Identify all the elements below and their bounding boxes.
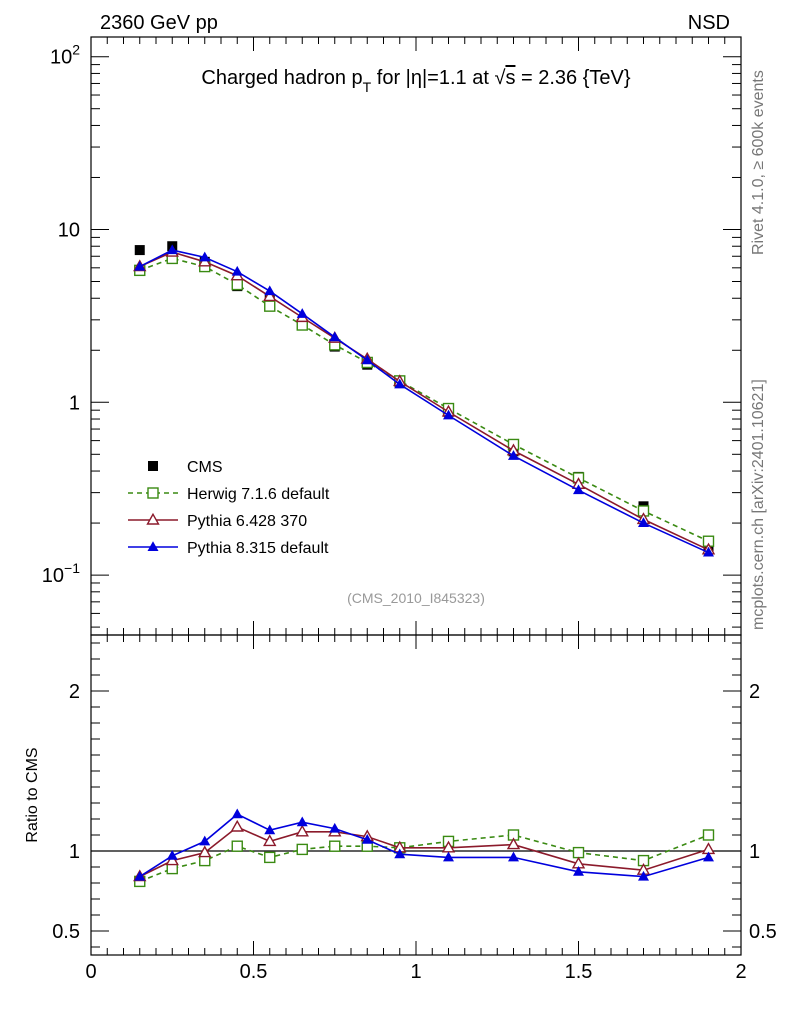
legend-entry: Herwig 7.1.6 default [128,486,330,503]
data-point [166,244,178,255]
ratio-data-point [198,845,212,858]
title-part-b: for |η|=1.1 at [371,67,494,89]
header-right-label: NSD [688,12,730,34]
ratio-data-point [508,851,519,862]
ratio-data-point [230,819,244,832]
ratio-data-point [264,851,276,864]
y-tick-label: 102 [50,42,80,69]
ratio-data-point [231,840,243,852]
ratio-series-group [133,808,716,888]
ratio-data-point [572,846,585,859]
title-part-a: Charged hadron p [201,67,362,89]
legend-marker [148,461,158,471]
mcplots-reference-label: mcplots.cern.ch [arXiv:2401.10621] [750,379,767,630]
data-point [573,484,584,495]
data-point [394,378,406,389]
x-tick-label: 0 [85,961,96,983]
ratio-data-point [394,848,406,859]
ratio-data-point [703,851,714,862]
x-tick-label: 2 [735,961,746,983]
ratio-data-point [573,866,584,876]
ratio-series-pythia-8-315-default [134,808,714,881]
main-plot-title: Charged hadron pT for |η|=1.1 at √s = 2.… [201,67,630,95]
ratio-data-point [231,808,243,819]
data-point [703,546,714,557]
header-left-label: 2360 GeV pp [100,12,218,34]
ratio-y-tick-label-left: 0.5 [52,921,80,943]
ratio-y-tick-label-left: 2 [69,681,80,703]
ratio-data-point [443,851,454,862]
ratio-y-tick-label-right: 0.5 [749,921,777,943]
legend-label: CMS [187,459,223,476]
y-tick-label: 10 [58,219,80,241]
legend-entry: CMS [148,459,223,476]
data-point [264,300,276,312]
ratio-series-line [139,813,709,878]
ratio-data-point [329,822,341,833]
ratio-data-point [506,837,521,850]
legend-entry: Pythia 6.428 370 [128,512,307,530]
x-tick-label: 0.5 [240,961,268,983]
data-point [264,285,276,296]
legend: CMS Herwig 7.1.6 default Pythia 6.428 370 P… [128,459,330,557]
legend-label: Herwig 7.1.6 default [187,486,330,503]
data-point [134,260,146,271]
ratio-data-point [263,834,277,847]
title-part-c: = 2.36 {TeV} [515,67,630,89]
data-point [638,517,649,528]
data-point [508,450,519,460]
rivet-version-label: Rivet 4.1.0, ≥ 600k events [750,70,767,255]
title-sqrt-symbol: √ [494,67,505,89]
ratio-data-point [329,840,341,852]
main-panel: 102 10 1 10−1 Charged hadron pT for |η|=1.1… [42,36,742,636]
title-sqrt-s: s [505,67,515,89]
title-subscript: T [363,79,372,95]
ratio-ticks [90,635,742,955]
y-tick-label: 10−1 [42,560,80,587]
data-point [231,265,243,276]
x-tick-label: 1.5 [565,961,593,983]
legend-marker [146,512,160,525]
legend-label: Pythia 6.428 370 [187,513,307,530]
x-tick-label: 1 [410,961,421,983]
data-point [296,308,308,318]
data-point [361,354,373,365]
ratio-y-axis-label: Ratio to CMS [24,747,41,842]
ratio-tick-labels: 2 21 10.5 0.50 0.5 1 1.5 2 [52,681,777,983]
analysis-watermark: (CMS_2010_I845323) [347,590,485,606]
ratio-data-point [166,850,178,860]
data-point [199,251,211,262]
ratio-data-point [295,824,309,837]
ratio-data-point [264,824,276,835]
data-point [329,331,341,342]
main-series-group [133,241,716,557]
ratio-data-point [296,843,308,856]
data-point [443,409,454,420]
series-line [139,249,709,554]
legend-entry: Pythia 8.315 default [128,540,329,557]
ratio-data-point [702,829,715,841]
legend-label: Pythia 8.315 default [187,540,329,557]
ratio-y-tick-label-right: 2 [749,681,760,703]
ratio-data-point [199,835,211,846]
ratio-y-tick-label-right: 1 [749,841,760,863]
data-point [263,289,277,302]
legend-marker [147,541,159,551]
ratio-y-tick-label-left: 1 [69,841,80,863]
ratio-data-point [296,816,308,827]
main-y-tick-labels: 102 10 1 10−1 [42,42,80,587]
data-point [231,278,243,291]
ratio-data-point [134,870,146,881]
ratio-panel: 2 21 10.5 0.50 0.5 1 1.5 2 Ratio to CMS [24,634,777,983]
ratio-data-point [361,834,373,844]
ratio-data-point [638,870,649,881]
main-ticks [90,37,742,635]
series-pythia-8-315-default [134,244,714,557]
legend-marker [147,487,159,499]
y-tick-label: 1 [69,392,80,414]
data-point [134,245,145,256]
